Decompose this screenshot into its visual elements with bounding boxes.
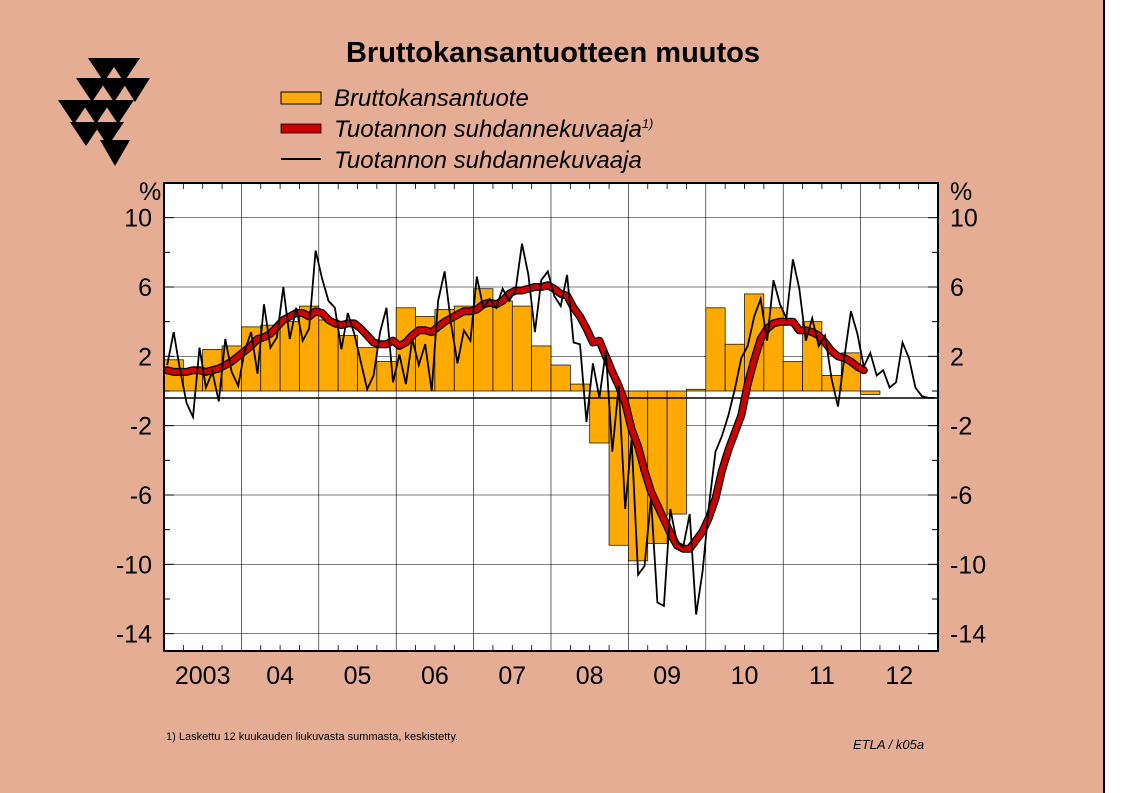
bar	[860, 390, 881, 395]
y-tick-label-right: -14	[950, 621, 986, 649]
y-tick-label-left: -2	[130, 413, 152, 441]
bar	[666, 390, 687, 515]
bar	[705, 307, 726, 392]
thin-line-series	[166, 243, 935, 615]
source-label: ETLA / k05a	[853, 737, 924, 752]
chart-title: Bruttokansantuotteen muutos	[346, 37, 760, 69]
x-tick-label: 12	[885, 662, 913, 690]
x-tick-label: 05	[344, 662, 372, 690]
y-tick-label-left: 10	[124, 205, 152, 233]
bar	[724, 343, 745, 392]
bar	[318, 319, 339, 392]
y-tick-label-right: -10	[950, 551, 986, 579]
y-axis-unit-right: %	[950, 178, 972, 206]
axes: 10 10 6 6 2 2 -2 -2 -6 -6 -10 -10 -14 -14 2003 04 05 06 07…	[116, 182, 986, 690]
bar	[492, 300, 513, 392]
y-axis-unit-left: %	[139, 178, 161, 206]
x-tick-label: 07	[498, 662, 526, 690]
y-tick-label-left: 6	[138, 274, 152, 302]
footnote: 1) Laskettu 12 kuukauden liukuvasta summ…	[166, 731, 458, 743]
x-tick-label: 09	[653, 662, 681, 690]
bar	[511, 305, 532, 392]
legend-label-thick-line-group: Tuotannon suhdannekuvaaja1)	[334, 116, 653, 143]
bar	[569, 383, 591, 392]
legend: Bruttokansantuote Tuotannon suhdannekuva…	[280, 85, 653, 174]
legend-superscript: 1)	[642, 116, 654, 131]
bar	[550, 364, 571, 392]
x-tick-label: 11	[809, 662, 835, 690]
y-tick-label-right: 10	[950, 205, 978, 233]
x-tick-label: 2003	[175, 662, 231, 690]
etla-logo	[58, 58, 150, 166]
bar	[531, 345, 552, 392]
plot-frame	[163, 182, 939, 652]
y-tick-label-left: 2	[138, 343, 152, 371]
legend-label-thin-line: Tuotannon suhdannekuvaaja	[334, 147, 642, 174]
legend-label-bar: Bruttokansantuote	[334, 85, 529, 112]
y-tick-label-left: -14	[116, 621, 152, 649]
x-tick-label: 10	[731, 662, 759, 690]
y-tick-label-right: -2	[950, 413, 972, 441]
bar	[782, 361, 803, 392]
y-tick-label-right: 2	[950, 343, 964, 371]
y-tick-label-left: -10	[116, 551, 152, 579]
x-tick-label: 08	[576, 662, 604, 690]
y-tick-label-right: 6	[950, 274, 964, 302]
legend-label-thick-line: Tuotannon suhdannekuvaaja	[334, 116, 642, 143]
y-tick-label-left: -6	[130, 482, 152, 510]
line-series	[163, 243, 935, 615]
legend-swatch-bar	[280, 91, 322, 105]
y-tick-label-right: -6	[950, 482, 972, 510]
x-tick-label: 04	[266, 662, 294, 690]
bar	[589, 390, 610, 444]
bar	[686, 388, 707, 392]
x-tick-label: 06	[421, 662, 449, 690]
legend-swatch-thick-line	[280, 123, 322, 134]
